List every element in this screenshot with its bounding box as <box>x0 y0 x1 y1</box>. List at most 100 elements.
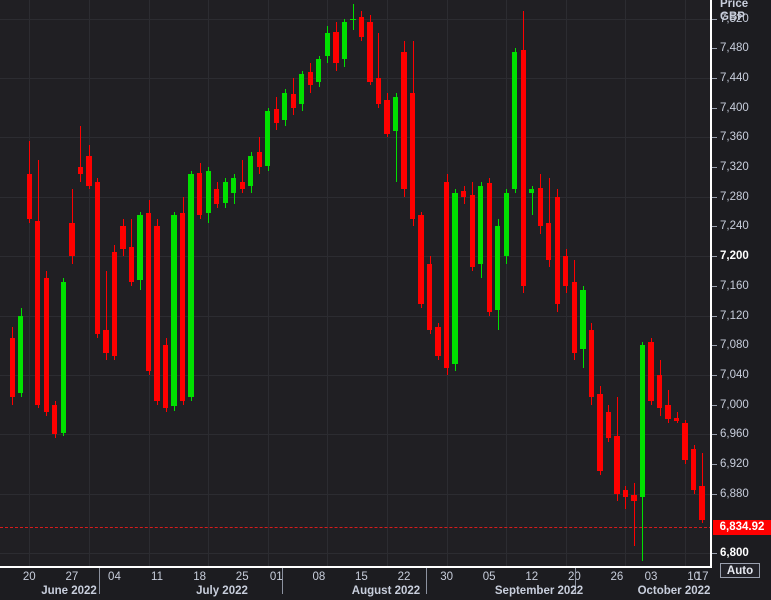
auto-scale-button[interactable]: Auto <box>720 563 760 579</box>
date-tick-label: 27 <box>65 571 79 583</box>
candlestick-wick <box>106 271 107 361</box>
candlestick-body <box>154 226 160 401</box>
candlestick-body <box>597 393 603 472</box>
price-tick-label: 6,960 <box>720 428 749 441</box>
chart-plot-area[interactable] <box>0 0 712 568</box>
price-tick: 7,000 <box>712 398 771 412</box>
month-separator <box>575 568 576 594</box>
gridline-horizontal <box>0 375 712 376</box>
candlestick-body <box>418 215 424 305</box>
candlestick-body <box>512 51 518 190</box>
date-tick-label: 11 <box>151 571 164 583</box>
price-tick: 7,160 <box>712 279 771 293</box>
candlestick-body <box>273 109 279 123</box>
price-tick-mark <box>712 196 717 198</box>
date-tick-label: 05 <box>482 571 496 583</box>
gridline-vertical <box>29 0 30 568</box>
gridline-horizontal <box>0 553 712 554</box>
price-tick: 7,240 <box>712 219 771 233</box>
month-separator <box>426 568 427 594</box>
gridline-horizontal <box>0 197 712 198</box>
candlestick-body <box>580 289 586 349</box>
candlestick-body <box>367 22 373 82</box>
candlestick-body <box>214 189 220 205</box>
gridline-vertical <box>268 0 269 568</box>
candlestick-wick <box>242 159 243 194</box>
candlestick-body <box>384 100 390 134</box>
candlestick-body <box>222 181 228 203</box>
candlestick-wick <box>634 482 635 546</box>
candlestick-body <box>461 190 467 197</box>
price-tick-label: 6,920 <box>720 458 749 471</box>
candlestick-body <box>231 178 237 194</box>
month-label: August 2022 <box>351 585 421 597</box>
candlestick-body <box>673 418 680 421</box>
price-tick-mark <box>712 226 717 228</box>
current-price-line <box>0 527 712 529</box>
price-tick-mark <box>712 493 717 495</box>
price-axis-title-text: Price <box>720 0 749 10</box>
candlestick-body <box>392 96 399 132</box>
candlestick-body <box>86 155 92 186</box>
date-tick-label: 26 <box>610 571 624 583</box>
date-tick-label: 25 <box>235 571 249 583</box>
gridline-vertical <box>327 0 328 568</box>
price-tick: 6,800 <box>712 546 771 560</box>
price-tick-label: 7,440 <box>720 71 749 84</box>
price-tick: 7,280 <box>712 190 771 204</box>
gridline-horizontal <box>0 494 712 495</box>
candlestick-wick <box>378 33 379 108</box>
candlestick-body <box>495 226 501 310</box>
candlestick-body <box>665 404 671 420</box>
month-label: June 2022 <box>41 585 97 597</box>
candlestick-body <box>682 423 688 461</box>
candlestick-body <box>333 31 339 64</box>
gridline-vertical <box>89 0 90 568</box>
price-tick-label: 7,400 <box>720 101 749 114</box>
candlestick-body <box>690 449 697 491</box>
price-tick-mark <box>712 256 717 258</box>
price-tick: 7,120 <box>712 309 771 323</box>
candlestick-body <box>563 256 569 286</box>
price-tick: 7,080 <box>712 338 771 352</box>
candlestick-wick <box>396 92 397 182</box>
price-tick-label: 7,280 <box>720 190 749 203</box>
date-tick-label: 20 <box>22 571 36 583</box>
price-tick-mark <box>712 315 717 317</box>
month-label: September 2022 <box>494 585 584 597</box>
price-tick-mark <box>712 285 717 287</box>
candlestick-body <box>426 263 433 331</box>
candlestick-body <box>656 374 663 409</box>
month-label: July 2022 <box>196 585 248 597</box>
date-tick-label: 17 <box>695 571 709 583</box>
candlestick-body <box>128 247 135 283</box>
gridline-vertical <box>625 0 626 568</box>
price-axis[interactable]: Price GBP 7,520 7,480 7,440 7,400 7,360 7,320… <box>712 0 771 600</box>
candlestick-body <box>605 412 612 439</box>
date-tick-label: 18 <box>193 571 207 583</box>
gridline-vertical <box>208 0 209 568</box>
candlestick-body <box>290 94 296 108</box>
date-tick-label: 15 <box>355 571 368 583</box>
price-tick-label: 7,320 <box>720 161 749 174</box>
price-tick-label: 7,040 <box>720 368 749 381</box>
candlestick-body <box>69 222 75 257</box>
candlestick-body <box>77 167 84 175</box>
gridline-vertical <box>506 0 507 568</box>
candlestick-body <box>358 17 365 38</box>
price-axis-title: Price GBP <box>720 0 771 24</box>
candlestick-body <box>350 18 356 21</box>
candlestick-body <box>486 183 492 312</box>
candlestick-body <box>248 155 254 186</box>
price-tick: 7,440 <box>712 71 771 85</box>
candlestick-body <box>588 330 595 398</box>
candlestick-body <box>145 213 152 372</box>
date-tick-label: 22 <box>397 571 411 583</box>
gridline-horizontal <box>0 19 712 20</box>
candlestick-body <box>188 174 194 398</box>
price-tick: 7,200 <box>712 249 771 263</box>
candlestick-body <box>9 337 15 398</box>
gridline-vertical <box>387 0 388 568</box>
